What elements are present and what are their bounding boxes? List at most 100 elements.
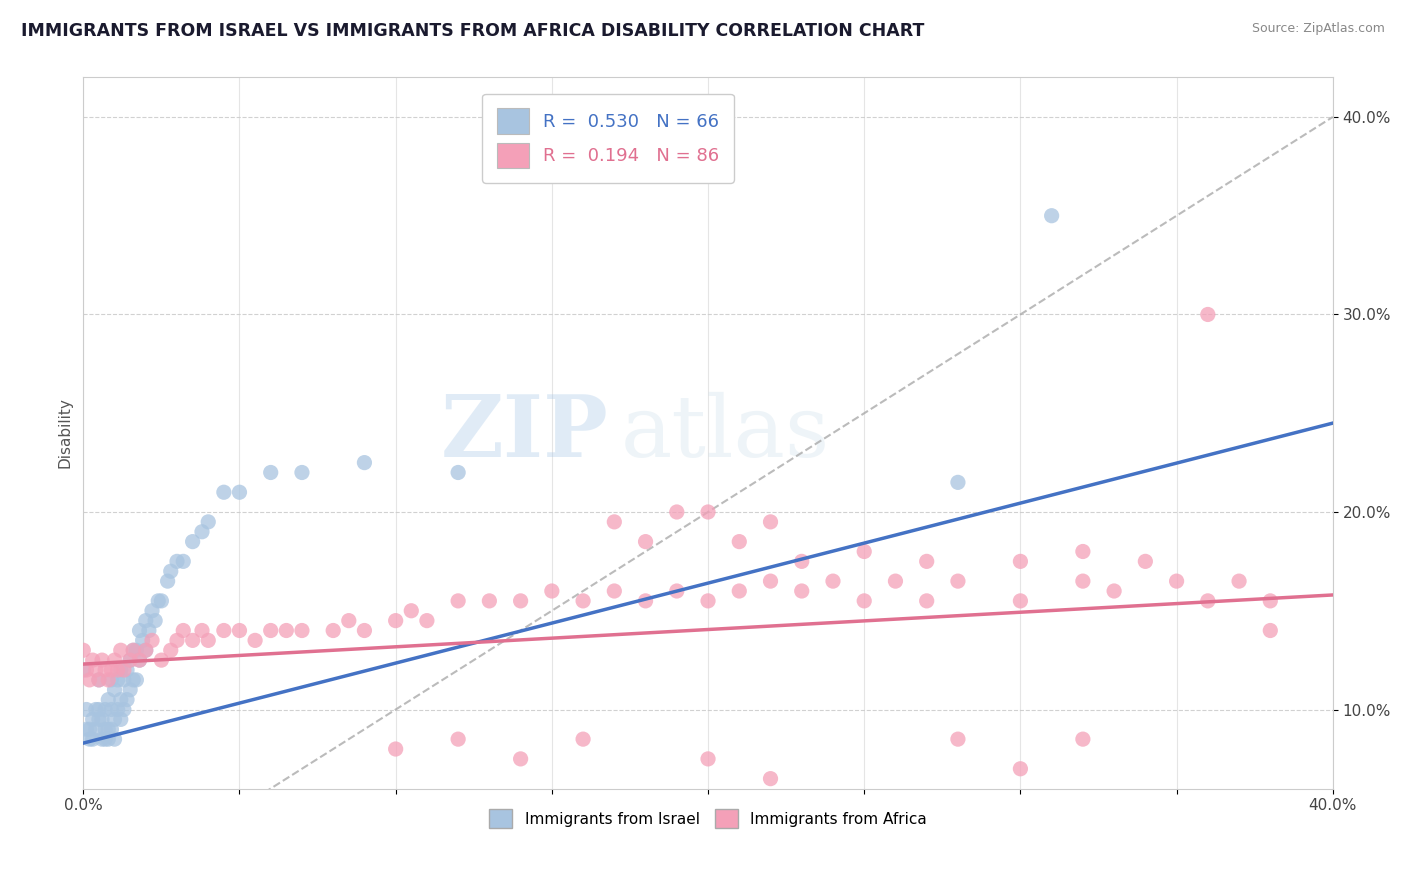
Point: [1258, 594, 1281, 608]
Point: [166, 633, 188, 648]
Point: [384, 614, 406, 628]
Point: [1071, 732, 1094, 747]
Point: [572, 594, 595, 608]
Point: [697, 594, 720, 608]
Point: [120, 653, 142, 667]
Point: [94, 702, 117, 716]
Point: [107, 673, 129, 687]
Point: [84, 702, 107, 716]
Point: [100, 723, 122, 737]
Point: [79, 732, 101, 747]
Point: [401, 604, 423, 618]
Text: ZIP: ZIP: [440, 391, 607, 475]
Point: [82, 653, 104, 667]
Point: [191, 524, 214, 539]
Point: [91, 653, 114, 667]
Point: [122, 643, 145, 657]
Point: [84, 723, 107, 737]
Point: [1258, 624, 1281, 638]
Point: [128, 653, 150, 667]
Point: [243, 633, 266, 648]
Point: [122, 673, 145, 687]
Point: [697, 505, 720, 519]
Point: [107, 663, 129, 677]
Point: [125, 673, 148, 687]
Point: [87, 673, 110, 687]
Point: [1010, 762, 1032, 776]
Point: [87, 673, 110, 687]
Point: [166, 554, 188, 568]
Point: [97, 673, 120, 687]
Point: [150, 594, 173, 608]
Point: [115, 692, 138, 706]
Point: [97, 723, 120, 737]
Point: [291, 466, 314, 480]
Point: [1102, 584, 1125, 599]
Point: [509, 594, 531, 608]
Point: [120, 653, 142, 667]
Point: [110, 712, 132, 726]
Point: [128, 624, 150, 638]
Point: [110, 663, 132, 677]
Point: [1166, 574, 1188, 588]
Point: [946, 475, 969, 490]
Point: [353, 624, 375, 638]
Point: [135, 643, 157, 657]
Point: [728, 534, 751, 549]
Point: [131, 633, 153, 648]
Point: [291, 624, 314, 638]
Point: [1197, 308, 1219, 322]
Point: [75, 723, 97, 737]
Text: atlas: atlas: [620, 392, 830, 475]
Point: [91, 732, 114, 747]
Point: [759, 515, 782, 529]
Point: [634, 594, 657, 608]
Point: [1071, 544, 1094, 558]
Point: [447, 732, 470, 747]
Point: [79, 673, 101, 687]
Point: [197, 515, 219, 529]
Point: [103, 682, 125, 697]
Point: [509, 752, 531, 766]
Point: [728, 584, 751, 599]
Point: [416, 614, 439, 628]
Point: [150, 653, 173, 667]
Point: [322, 624, 344, 638]
Point: [1040, 209, 1063, 223]
Point: [138, 624, 160, 638]
Point: [103, 732, 125, 747]
Point: [72, 643, 94, 657]
Point: [572, 732, 595, 747]
Point: [125, 643, 148, 657]
Point: [148, 594, 170, 608]
Point: [353, 456, 375, 470]
Point: [447, 466, 470, 480]
Point: [540, 584, 562, 599]
Point: [115, 663, 138, 677]
Point: [143, 614, 166, 628]
Point: [110, 643, 132, 657]
Point: [72, 663, 94, 677]
Point: [853, 544, 876, 558]
Point: [821, 574, 844, 588]
Point: [135, 643, 157, 657]
Point: [87, 712, 110, 726]
Point: [191, 624, 214, 638]
Point: [478, 594, 501, 608]
Point: [128, 653, 150, 667]
Point: [197, 633, 219, 648]
Point: [759, 574, 782, 588]
Point: [141, 633, 163, 648]
Point: [94, 732, 117, 747]
Point: [884, 574, 907, 588]
Point: [260, 466, 283, 480]
Point: [1227, 574, 1250, 588]
Point: [697, 752, 720, 766]
Point: [228, 624, 250, 638]
Point: [75, 702, 97, 716]
Point: [665, 584, 688, 599]
Point: [337, 614, 360, 628]
Y-axis label: Disability: Disability: [58, 398, 72, 468]
Point: [181, 534, 204, 549]
Point: [172, 554, 194, 568]
